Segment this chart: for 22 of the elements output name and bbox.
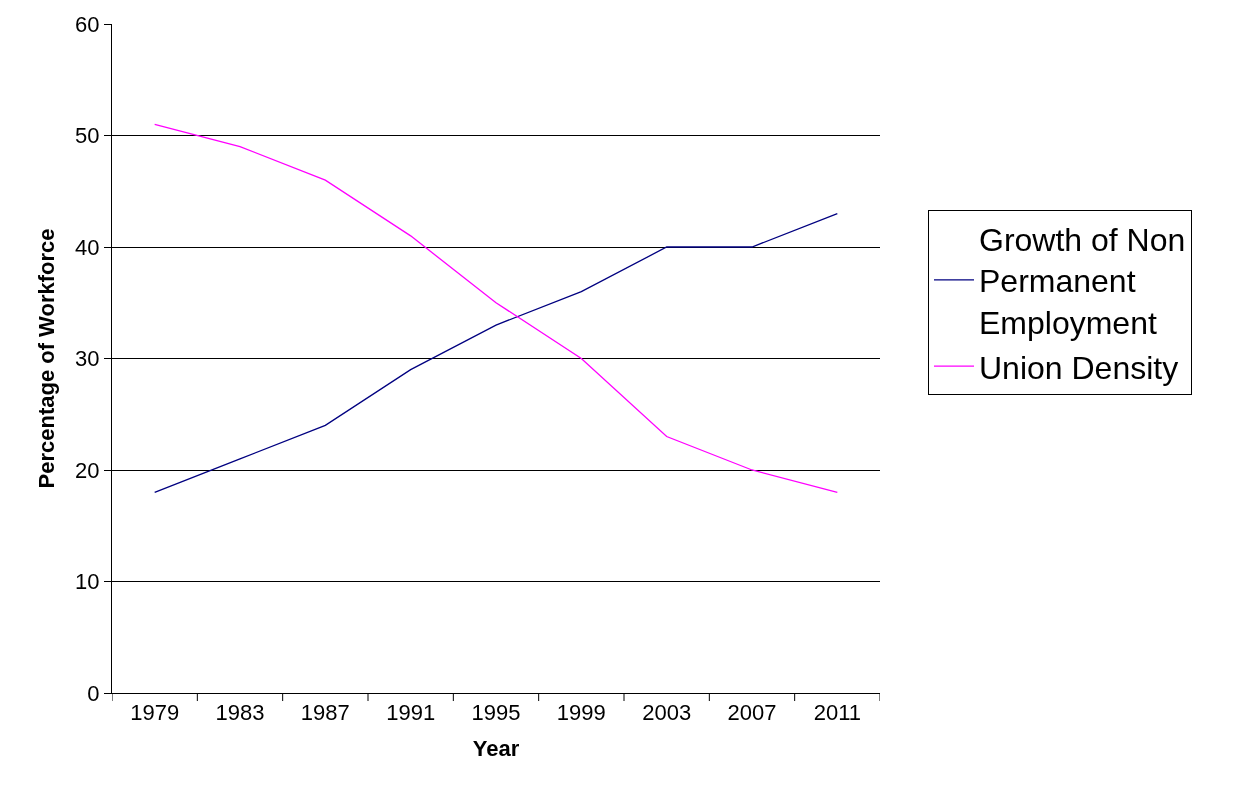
y-axis-title: Percentage of Workforce — [33, 228, 59, 489]
x-tick-label: 1995 — [471, 700, 521, 726]
x-tick-label: 1999 — [556, 700, 606, 726]
x-tick-label: 1991 — [386, 700, 436, 726]
x-tick-label: 2011 — [813, 700, 861, 726]
y-tick-label: 10 — [75, 569, 100, 595]
x-tick-label: 2003 — [642, 700, 692, 726]
y-tick-label: 50 — [75, 123, 100, 149]
x-tick-label: 1983 — [215, 700, 265, 726]
y-tick-label: 30 — [75, 346, 100, 372]
y-tick-label: 20 — [75, 457, 100, 483]
x-tick-label: 1979 — [130, 700, 180, 726]
y-tick-label: 0 — [87, 680, 100, 706]
x-tick-label: 1987 — [300, 700, 350, 726]
y-tick-label: 40 — [75, 234, 100, 260]
line-series — [154, 123, 838, 493]
legend-label: Union Density — [979, 349, 1179, 386]
y-tick-label: 60 — [75, 11, 100, 37]
legend-label: Growth of Non Permanent Employment — [979, 221, 1186, 341]
line-series — [154, 212, 838, 493]
x-tick-label: 2007 — [727, 700, 777, 726]
x-axis-title: Year — [472, 736, 520, 762]
